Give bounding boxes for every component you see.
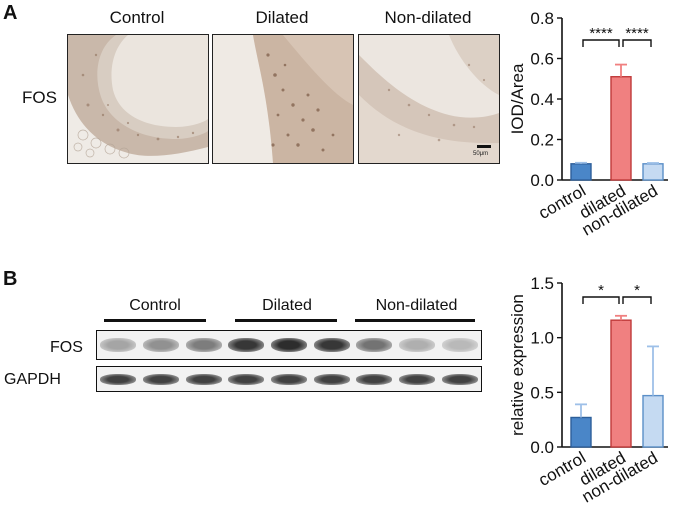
scale-bar-label: 50μm — [473, 151, 489, 157]
gapdh-band — [143, 373, 179, 385]
gapdh-band — [313, 373, 350, 385]
fos-band — [399, 338, 435, 352]
group-bar-non-dilated — [355, 319, 475, 322]
fos-band — [313, 338, 350, 352]
blot-row-label-fos: FOS — [50, 339, 83, 356]
group-bar-dilated — [235, 319, 337, 322]
blot-group-label-non-dilated: Non-dilated — [375, 297, 458, 314]
gapdh-band — [100, 373, 137, 385]
group-bar-control — [104, 319, 206, 322]
fos-band — [228, 338, 265, 352]
blot-row-label-gapdh: GAPDH — [4, 371, 61, 388]
gapdh-band — [185, 373, 222, 385]
significance-bracket — [622, 39, 652, 47]
significance-label: * — [634, 282, 640, 299]
fos-band — [271, 338, 307, 352]
gapdh-band — [441, 373, 478, 385]
significance-bracket — [582, 39, 620, 47]
significance-label: **** — [625, 25, 649, 42]
micrograph-non-dilated: 50μm — [358, 34, 500, 164]
y-axis-label: relative expression — [508, 294, 527, 436]
bar-control — [570, 416, 592, 448]
y-tick-label: 0.4 — [530, 90, 554, 109]
column-label-control: Control — [109, 8, 165, 27]
y-tick-label: 0.5 — [530, 383, 554, 402]
fos-band — [441, 338, 478, 352]
scale-bar — [477, 145, 491, 148]
micrograph-dilated — [212, 34, 354, 164]
bar-dilated — [610, 76, 632, 181]
significance-label: * — [598, 282, 604, 299]
gapdh-band — [356, 373, 393, 385]
fos-band — [185, 338, 222, 352]
blot-group-label-dilated: Dilated — [262, 297, 312, 314]
y-tick-label: 0.2 — [530, 131, 554, 150]
blot-group-label-control: Control — [129, 297, 181, 314]
significance-label: **** — [589, 25, 613, 42]
column-label-non-dilated: Non-dilated — [384, 8, 472, 27]
row-label-fos-stain: FOS — [22, 88, 57, 107]
y-tick-label: 0.0 — [530, 438, 554, 457]
panel-letter-b: B — [3, 268, 18, 290]
bar-dilated — [610, 319, 632, 448]
bar-non-dilated — [642, 163, 664, 181]
iod-area-bar-chart: 0.00.20.40.60.8IOD/Areacontroldilatednon… — [508, 9, 668, 240]
bar-control — [570, 163, 592, 181]
western-blot-gapdh — [96, 366, 482, 392]
y-tick-label: 0.8 — [530, 9, 554, 28]
gapdh-band — [399, 373, 435, 385]
column-label-dilated: Dilated — [255, 8, 309, 27]
y-tick-label: 0.0 — [530, 171, 554, 190]
fos-band — [356, 338, 393, 352]
western-blot-fos — [96, 330, 482, 360]
gapdh-band — [271, 373, 307, 385]
micrograph-control — [67, 34, 209, 164]
y-tick-label: 0.6 — [530, 50, 554, 69]
bar-non-dilated — [642, 394, 664, 448]
significance-bracket — [582, 296, 620, 304]
y-tick-label: 1.0 — [530, 329, 554, 348]
gapdh-band — [228, 373, 265, 385]
y-axis-label: IOD/Area — [508, 63, 527, 134]
y-tick-label: 1.5 — [530, 274, 554, 293]
fos-band — [100, 338, 137, 352]
fos-band — [143, 338, 179, 352]
significance-bracket — [622, 296, 652, 304]
panel-letter-a: A — [3, 2, 18, 24]
